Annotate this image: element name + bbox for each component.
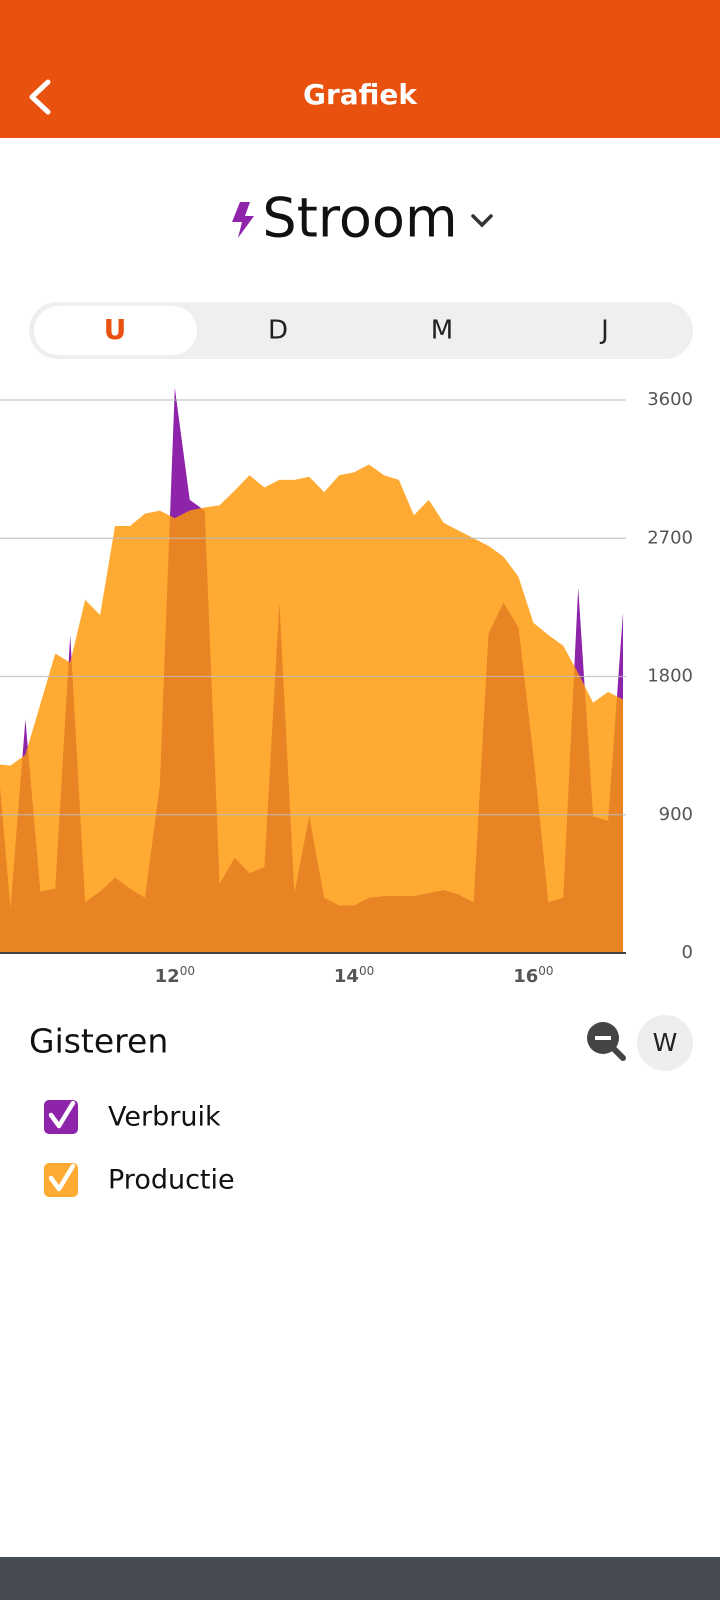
x-tick-hour: 12	[155, 966, 180, 987]
tab[interactable]: J	[599, 316, 609, 346]
x-tick-label: 1200	[155, 964, 195, 988]
x-tick-minutes: 00	[180, 964, 195, 978]
dropdown-chevron	[471, 214, 493, 228]
plot-area	[0, 387, 624, 953]
unit-button[interactable]	[637, 1015, 693, 1071]
unit-label: W	[653, 1028, 678, 1057]
x-tick-minutes: 00	[359, 964, 374, 978]
y-tick-label: 900	[659, 804, 693, 825]
legend-item[interactable]: Verbruik	[44, 1100, 221, 1134]
overlap-area	[0, 464, 624, 953]
x-tick-label: 1400	[334, 964, 374, 988]
tab[interactable]: M	[431, 316, 453, 346]
zoom-out-button[interactable]	[587, 1022, 626, 1061]
energy-selector[interactable]: Stroom	[232, 187, 493, 250]
header-title: Grafiek	[303, 78, 418, 111]
legend-item[interactable]: Productie	[44, 1163, 235, 1197]
legend-label: Productie	[108, 1165, 235, 1196]
tab[interactable]: D	[268, 316, 288, 346]
back-button[interactable]	[29, 79, 51, 115]
zoom-handle	[611, 1046, 626, 1061]
bolt-icon	[232, 202, 254, 238]
y-tick-label: 2700	[647, 527, 693, 548]
y-tick-label: 1800	[647, 666, 693, 687]
check-mark	[48, 1163, 76, 1192]
x-tick-hour: 14	[334, 966, 359, 987]
period-label: Gisteren	[29, 1022, 168, 1061]
segment-selected	[34, 306, 197, 355]
legend-label: Verbruik	[108, 1102, 221, 1133]
y-tick-label: 0	[682, 942, 693, 963]
selector-label: Stroom	[262, 187, 457, 250]
x-tick-label: 1600	[513, 964, 553, 988]
y-tick-label: 3600	[647, 389, 693, 410]
check-mark	[48, 1100, 76, 1129]
tab[interactable]: U	[104, 313, 127, 346]
bottom-bar	[0, 1557, 720, 1600]
x-tick-hour: 16	[513, 966, 538, 987]
segmented-control	[29, 302, 693, 359]
header-bar	[0, 0, 720, 138]
x-tick-minutes: 00	[538, 964, 553, 978]
